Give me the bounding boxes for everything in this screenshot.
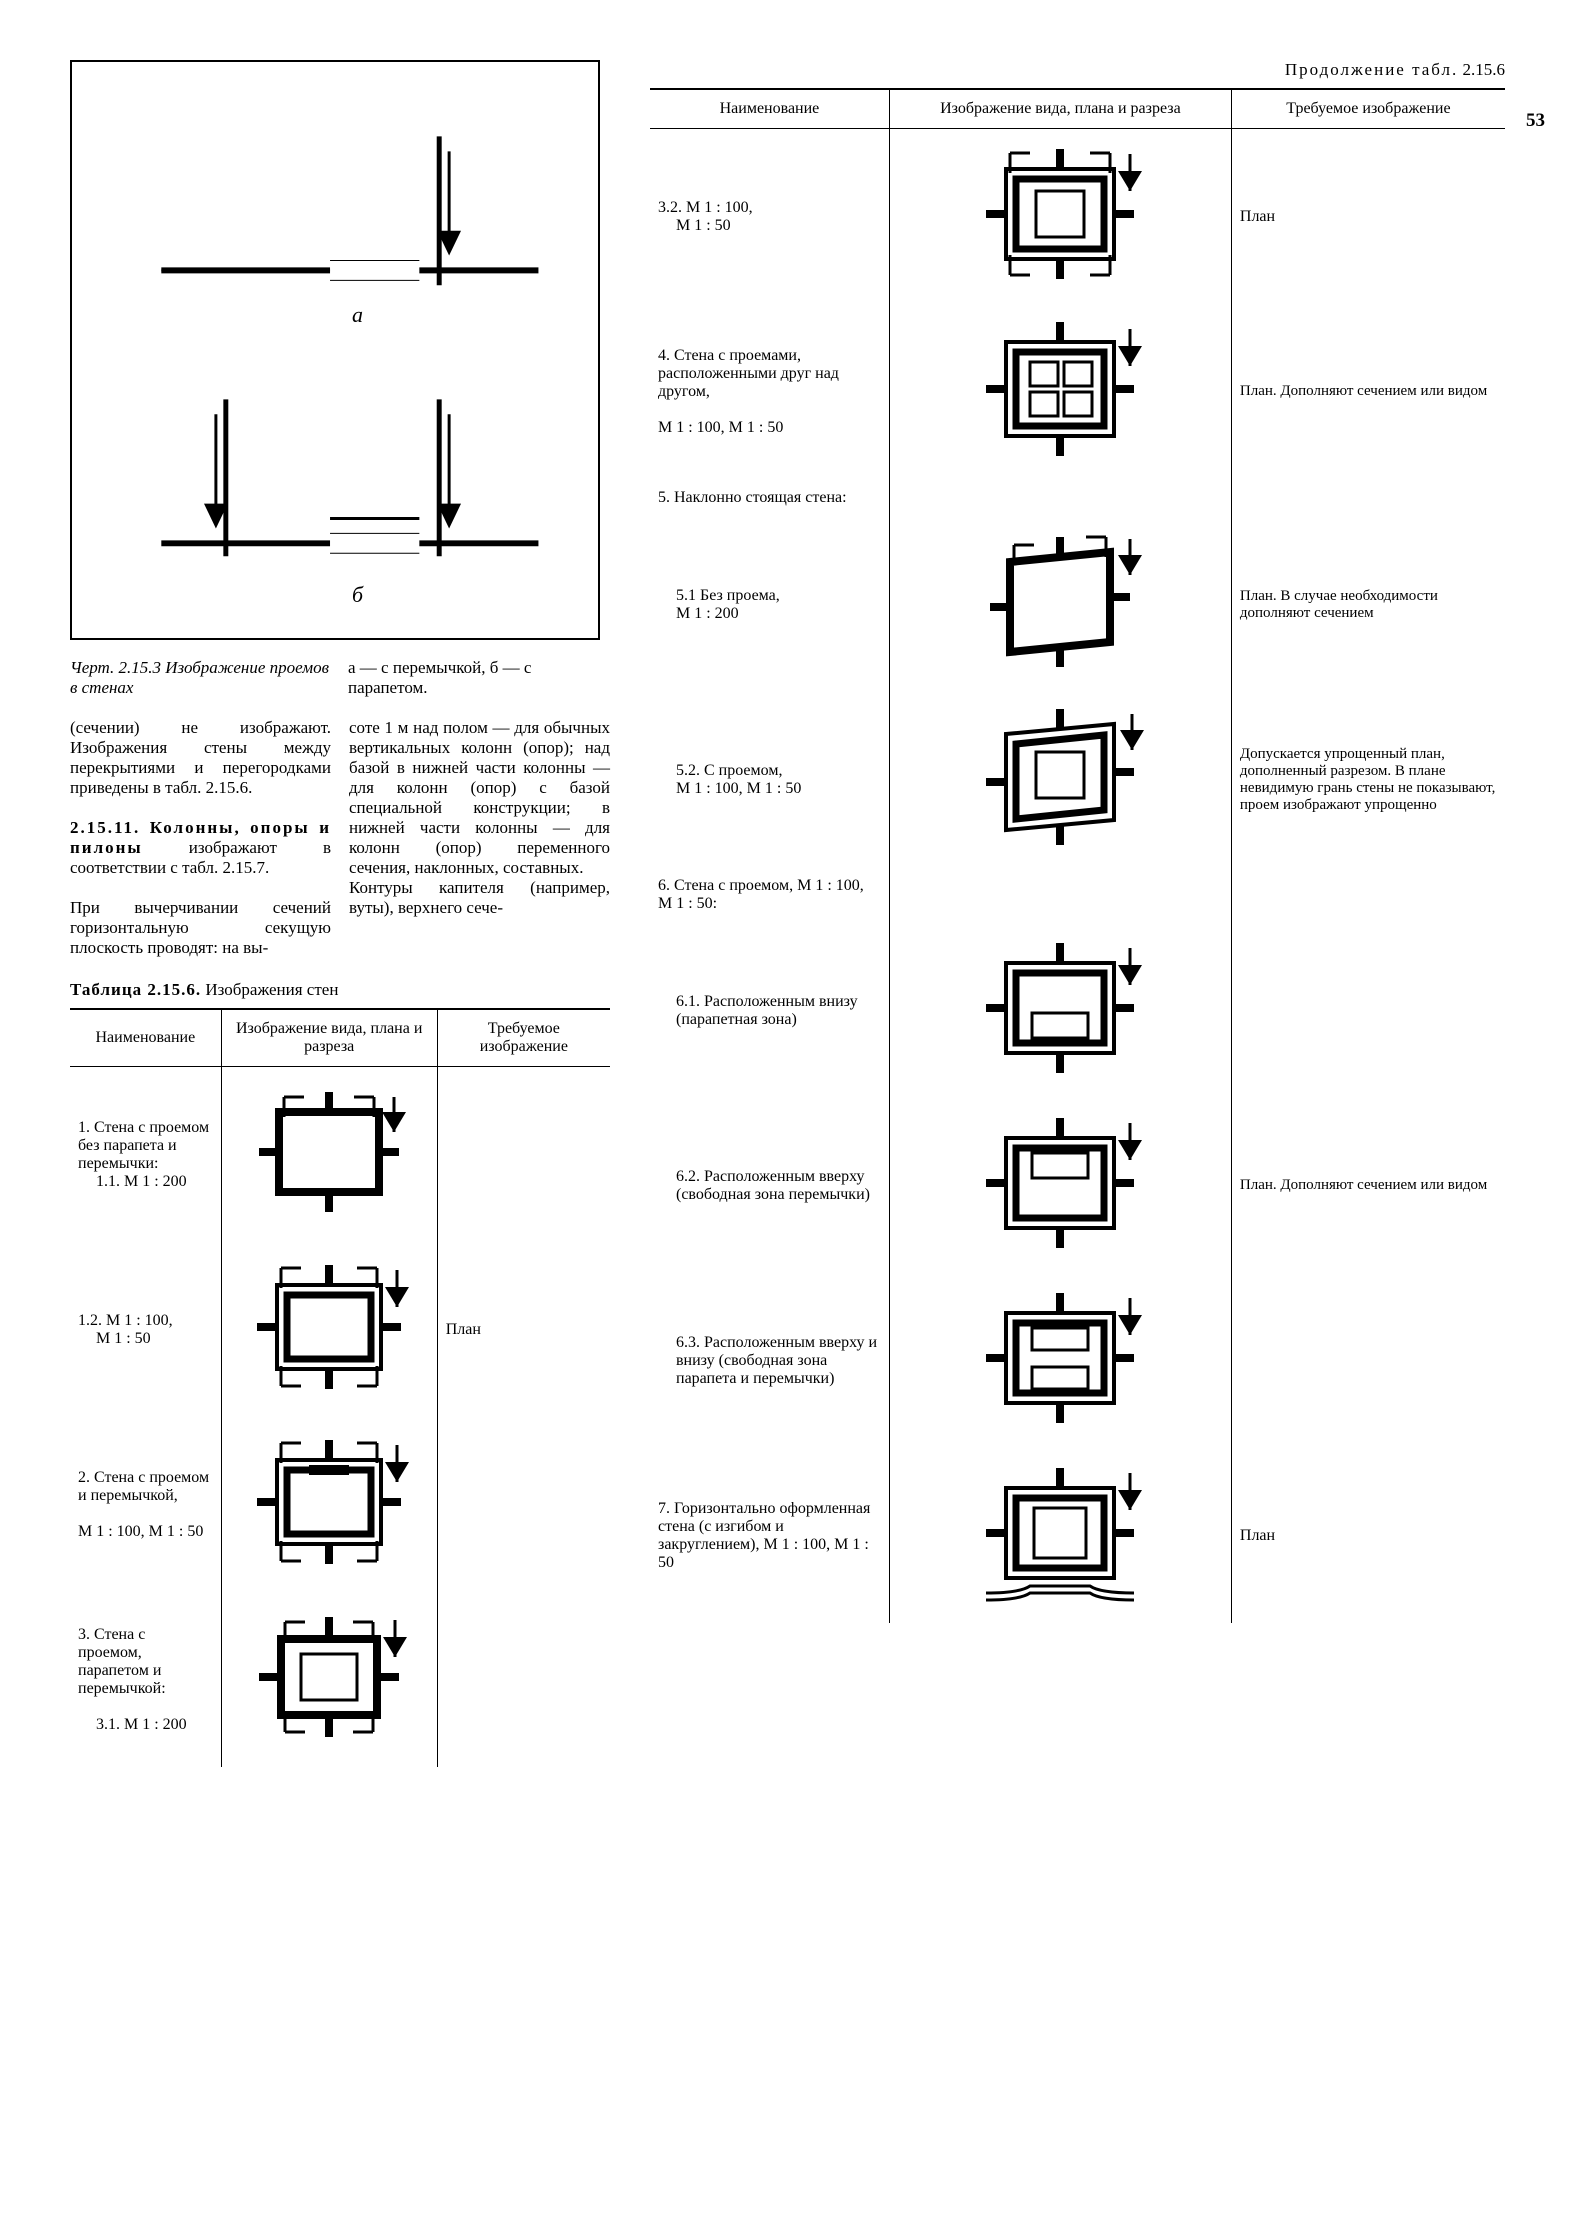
cell: Допускается упрощенный план, дополненный…: [1240, 746, 1495, 813]
cell: 7. Горизонтально оформленная стена (с из…: [658, 1500, 870, 1571]
cell: 3.1. М 1 : 200: [78, 1698, 213, 1734]
diagram: [239, 1427, 419, 1577]
diagram: [239, 1602, 419, 1752]
table-row: 6. Стена с проемом, М 1 : 100, М 1 : 50:: [650, 867, 1505, 923]
cell: План: [1240, 208, 1275, 225]
th: Изображение вида, плана и разреза: [221, 1009, 437, 1067]
diagram: [970, 139, 1150, 289]
cell: М 1 : 100, М 1 : 50: [658, 780, 881, 798]
th: Наименование: [650, 89, 889, 129]
body-col1-p3: При вычерчивании сечений горизонтальную …: [70, 898, 331, 957]
cell: План. Дополняют сечением или видом: [1240, 1177, 1487, 1193]
diagram: [970, 1283, 1150, 1433]
diagram: [239, 1252, 419, 1402]
cell: План: [1240, 1527, 1275, 1544]
table-row: 1. Стена с проемом без парапета и перемы…: [70, 1067, 610, 1243]
diagram: [970, 933, 1150, 1083]
diagram: [239, 1077, 419, 1227]
table-left-title-rest: Изображения стен: [201, 980, 338, 999]
figure-caption-title: Черт. 2.15.3 Изображение проемов в стена…: [70, 658, 330, 698]
th: Требуемое изображение: [1231, 89, 1505, 129]
cell: 5.2. С проемом,: [658, 762, 881, 780]
cell: М 1 : 100, М 1 : 50: [78, 1505, 213, 1541]
figure-caption-legend: а — с перемычкой, б — с парапетом.: [348, 658, 610, 698]
cell: 2. Стена с проемом и перемычкой,: [78, 1469, 209, 1504]
table-left: Наименование Изображение вида, плана и р…: [70, 1008, 610, 1767]
diagram: [970, 314, 1150, 464]
th: Требуемое изображение: [437, 1009, 610, 1067]
cell: 1. Стена с проемом без парапета и перемы…: [78, 1119, 209, 1172]
table-row: 3. Стена с проемом, парапетом и перемычк…: [70, 1592, 610, 1767]
cell: М 1 : 50: [78, 1330, 213, 1348]
body-col2-p1: соте 1 м над полом — для обычных вертика…: [349, 718, 610, 877]
cell: М 1 : 200: [658, 605, 881, 623]
th: Изображение вида, плана и разреза: [889, 89, 1231, 129]
th: Наименование: [70, 1009, 221, 1067]
table-row: 6.3. Расположенным вверху и внизу (свобо…: [650, 1273, 1505, 1448]
body-col2-p2: Контуры капителя (например, вуты), верхн…: [349, 878, 610, 917]
table-row: 5.2. С проемом,М 1 : 100, М 1 : 50 Допус…: [650, 692, 1505, 867]
cell: План. В случае необходимости дополняют с…: [1240, 588, 1438, 621]
cont-label: Продолжение табл.: [1285, 60, 1458, 79]
cell: 1.2. М 1 : 100,: [78, 1312, 173, 1329]
cell: 6.3. Расположенным вверху и внизу (свобо…: [658, 1334, 881, 1388]
table-row: 5. Наклонно стоящая стена:: [650, 479, 1505, 517]
figure-label-b: б: [352, 582, 363, 608]
cell: 6.1. Расположенным внизу (парапетная зон…: [658, 993, 881, 1029]
body-col1-p1: (сечении) не изображают. Изображения сте…: [70, 718, 331, 797]
figure-label-a: а: [352, 302, 363, 328]
cell: 6. Стена с проемом, М 1 : 100, М 1 : 50:: [658, 877, 864, 912]
table-row: 7. Горизонтально оформленная стена (с из…: [650, 1448, 1505, 1623]
diagram: [970, 1458, 1150, 1608]
diagram: [970, 702, 1150, 852]
cont-num: 2.15.6: [1458, 60, 1505, 79]
cell: План: [446, 1321, 481, 1338]
cell: 5. Наклонно стоящая стена:: [658, 489, 847, 506]
cell: М 1 : 50: [658, 217, 881, 235]
page-number: 53: [1526, 110, 1545, 132]
cell: 4. Стена с проемами, расположенными друг…: [658, 347, 839, 400]
cell: 3.2. М 1 : 100,: [658, 199, 753, 216]
table-right: Наименование Изображение вида, плана и р…: [650, 88, 1505, 1623]
figure-box: а б: [70, 60, 600, 640]
cell: 6.2. Расположенным вверху (свободная зон…: [658, 1168, 881, 1204]
cell: План. Дополняют сечением или видом: [1240, 383, 1487, 399]
table-row: 5.1 Без проема,М 1 : 200 План. В случае …: [650, 517, 1505, 692]
table-row: 4. Стена с проемами, расположенными друг…: [650, 304, 1505, 479]
table-left-title-label: Таблица 2.15.6.: [70, 980, 201, 999]
table-row: 6.2. Расположенным вверху (свободная зон…: [650, 1098, 1505, 1273]
diagram: [970, 527, 1150, 677]
cell: 1.1. М 1 : 200: [78, 1173, 213, 1191]
cell: М 1 : 100, М 1 : 50: [658, 401, 881, 437]
figure-svg: [72, 62, 598, 638]
diagram: [970, 1108, 1150, 1258]
table-row: 6.1. Расположенным внизу (парапетная зон…: [650, 923, 1505, 1098]
table-row: 3.2. М 1 : 100,М 1 : 50 План: [650, 129, 1505, 305]
cell: 5.1 Без проема,: [658, 587, 881, 605]
cell: 3. Стена с проемом, парапетом и перемычк…: [78, 1626, 166, 1697]
